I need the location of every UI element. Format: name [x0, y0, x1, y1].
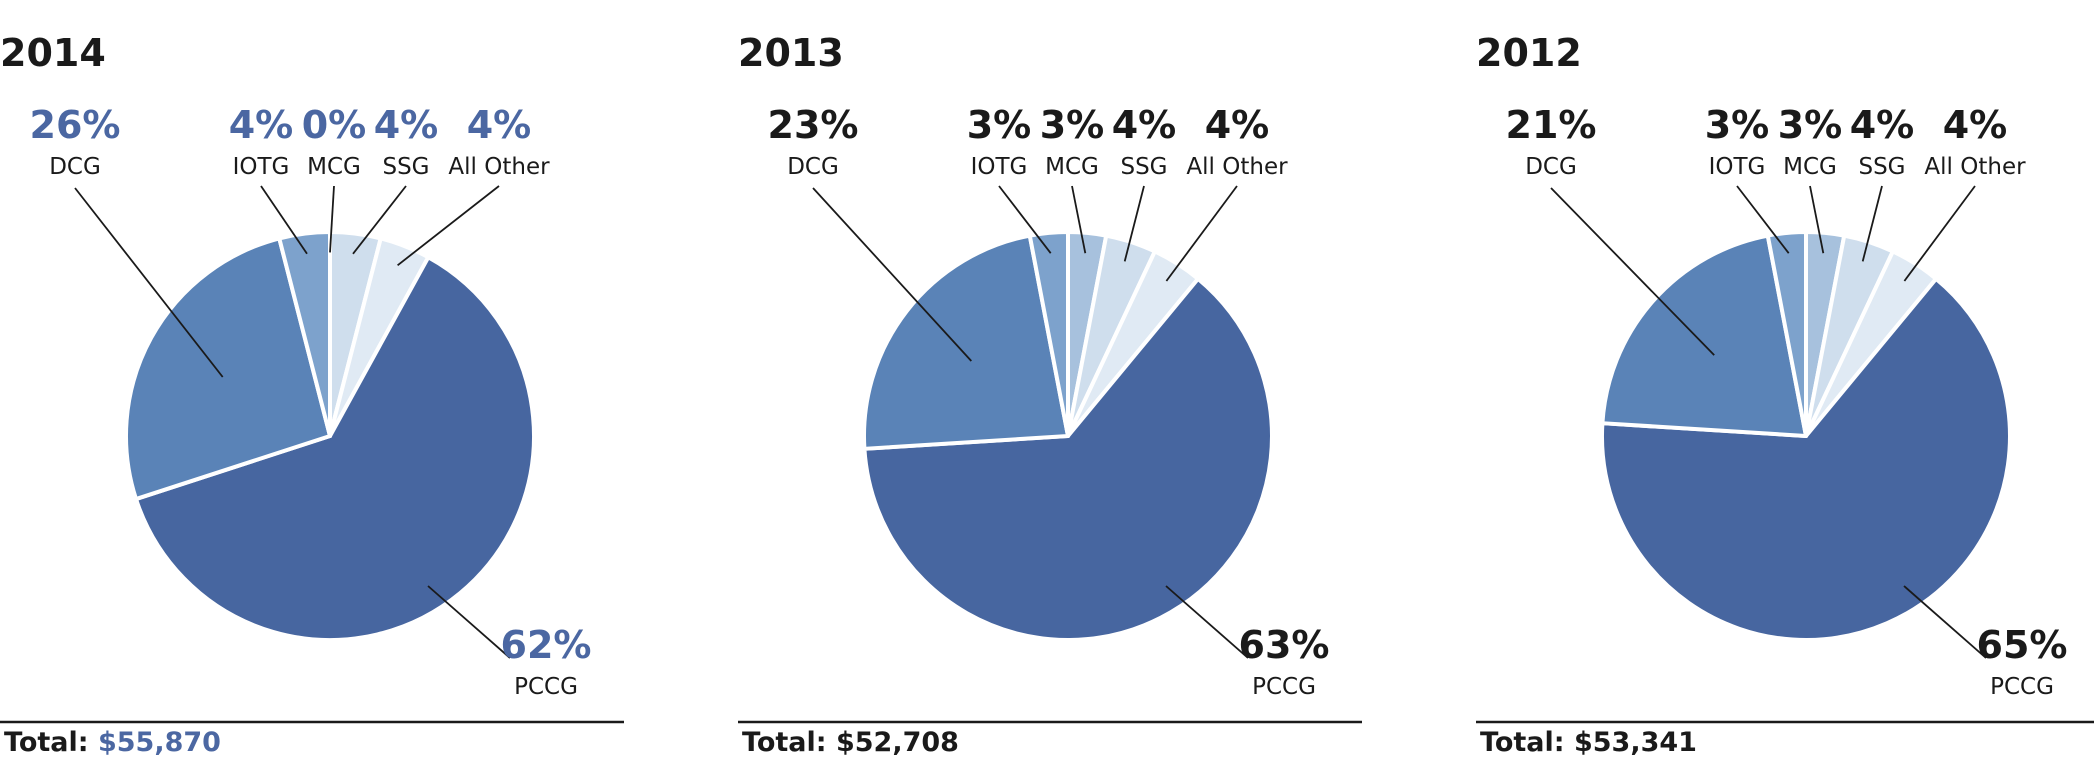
data-label-pccg-percent: 65% — [1977, 623, 2068, 667]
leader-line-pccg — [427, 585, 511, 659]
leader-line-mcg — [329, 185, 335, 253]
data-label-ssg-percent: 4% — [1850, 103, 1915, 147]
total-label: Total: — [4, 727, 98, 758]
leader-line-all-other — [397, 185, 500, 267]
slice-dcg — [1600, 233, 1808, 438]
total-label: Total: — [742, 727, 836, 758]
leader-line-dcg — [74, 187, 224, 378]
leader-line-ssg — [1861, 185, 1883, 262]
slice-pccg — [133, 255, 536, 642]
data-label-all-other-percent: 4% — [1943, 103, 2008, 147]
leader-line-all-other — [1903, 185, 1976, 282]
data-label-iotg-name: IOTG — [233, 154, 290, 180]
data-label-all-other-percent: 4% — [467, 103, 532, 147]
data-label-mcg-percent: 3% — [1040, 103, 1105, 147]
pie-chart-svg: 2012 65% PCCG 21% DCG 3% IOTG 3% MCG 4% SSG 4% All O… — [1476, 31, 2094, 758]
data-label-dcg-percent: 26% — [30, 103, 121, 147]
slice-dcg — [862, 233, 1070, 451]
chart-title: 2012 — [1476, 31, 1582, 75]
chart-title: 2014 — [0, 31, 106, 75]
pie-chart-svg: 2014 62% PCCG 26% DCG 4% IOTG 0% MCG 4% SSG 4% All O… — [0, 31, 624, 758]
leader-line-dcg — [812, 187, 972, 362]
leader-line-pccg — [1903, 585, 1987, 659]
data-label-ssg-name: SSG — [382, 154, 429, 180]
data-label-ssg-name: SSG — [1120, 154, 1167, 180]
leader-line-ssg — [352, 185, 407, 255]
data-label-mcg-name: MCG — [1783, 154, 1837, 180]
data-label-ssg-percent: 4% — [1112, 103, 1177, 147]
slice-iotg — [1027, 229, 1070, 438]
data-label-mcg-percent: 0% — [302, 103, 367, 147]
data-label-pccg-percent: 63% — [1239, 623, 1330, 667]
leader-line-ssg — [1123, 185, 1145, 262]
data-label-dcg-percent: 23% — [768, 103, 859, 147]
data-label-all-other-name: All Other — [1186, 154, 1288, 180]
leader-line-mcg — [1809, 185, 1825, 254]
leader-line-mcg — [1071, 185, 1087, 254]
leader-line-all-other — [1165, 185, 1238, 282]
data-label-iotg-name: IOTG — [971, 154, 1028, 180]
total-text: Total: $53,341 — [1480, 727, 1697, 758]
data-label-all-other-percent: 4% — [1205, 103, 1270, 147]
total-label: Total: — [1480, 727, 1574, 758]
data-label-all-other-name: All Other — [1924, 154, 2026, 180]
leader-line-iotg — [1736, 185, 1790, 254]
slice-dcg — [124, 236, 332, 502]
data-label-mcg-percent: 3% — [1778, 103, 1843, 147]
data-label-iotg-name: IOTG — [1709, 154, 1766, 180]
pie-panel-1: 2013 63% PCCG 23% DCG 3% IOTG 3% MCG 4% SSG 4% All O… — [738, 0, 1378, 783]
total-value: $53,341 — [1574, 727, 1697, 758]
total-value: $55,870 — [98, 727, 221, 758]
data-label-ssg-name: SSG — [1858, 154, 1905, 180]
data-label-iotg-percent: 3% — [967, 103, 1032, 147]
slice-iotg — [1765, 229, 1808, 438]
total-value: $52,708 — [836, 727, 959, 758]
pie-chart-svg: 2013 63% PCCG 23% DCG 3% IOTG 3% MCG 4% SSG 4% All O… — [738, 31, 1362, 758]
chart-title: 2013 — [738, 31, 844, 75]
data-label-ssg-percent: 4% — [374, 103, 439, 147]
leader-line-dcg — [1550, 187, 1715, 356]
data-label-iotg-percent: 3% — [1705, 103, 1770, 147]
data-label-dcg-name: DCG — [1525, 154, 1577, 180]
leader-line-pccg — [1165, 585, 1249, 659]
pie-panel-0: 2014 62% PCCG 26% DCG 4% IOTG 0% MCG 4% SSG 4% All O… — [0, 0, 640, 783]
data-label-dcg-name: DCG — [49, 154, 101, 180]
data-label-dcg-percent: 21% — [1506, 103, 1597, 147]
total-text: Total: $52,708 — [742, 727, 959, 758]
total-text: Total: $55,870 — [4, 727, 221, 758]
pie-panel-2: 2012 65% PCCG 21% DCG 3% IOTG 3% MCG 4% SSG 4% All O… — [1476, 0, 2094, 783]
data-label-pccg-name: PCCG — [1990, 674, 2054, 700]
data-label-pccg-name: PCCG — [1252, 674, 1316, 700]
data-label-all-other-name: All Other — [448, 154, 550, 180]
data-label-mcg-name: MCG — [307, 154, 361, 180]
leader-line-iotg — [260, 185, 308, 255]
data-label-iotg-percent: 4% — [229, 103, 294, 147]
data-label-mcg-name: MCG — [1045, 154, 1099, 180]
slice-iotg — [277, 230, 332, 438]
slice-pccg — [1599, 276, 2012, 643]
data-label-dcg-name: DCG — [787, 154, 839, 180]
data-label-pccg-percent: 62% — [501, 623, 592, 667]
slice-pccg — [862, 276, 1274, 643]
data-label-pccg-name: PCCG — [514, 674, 578, 700]
leader-line-iotg — [998, 185, 1052, 254]
